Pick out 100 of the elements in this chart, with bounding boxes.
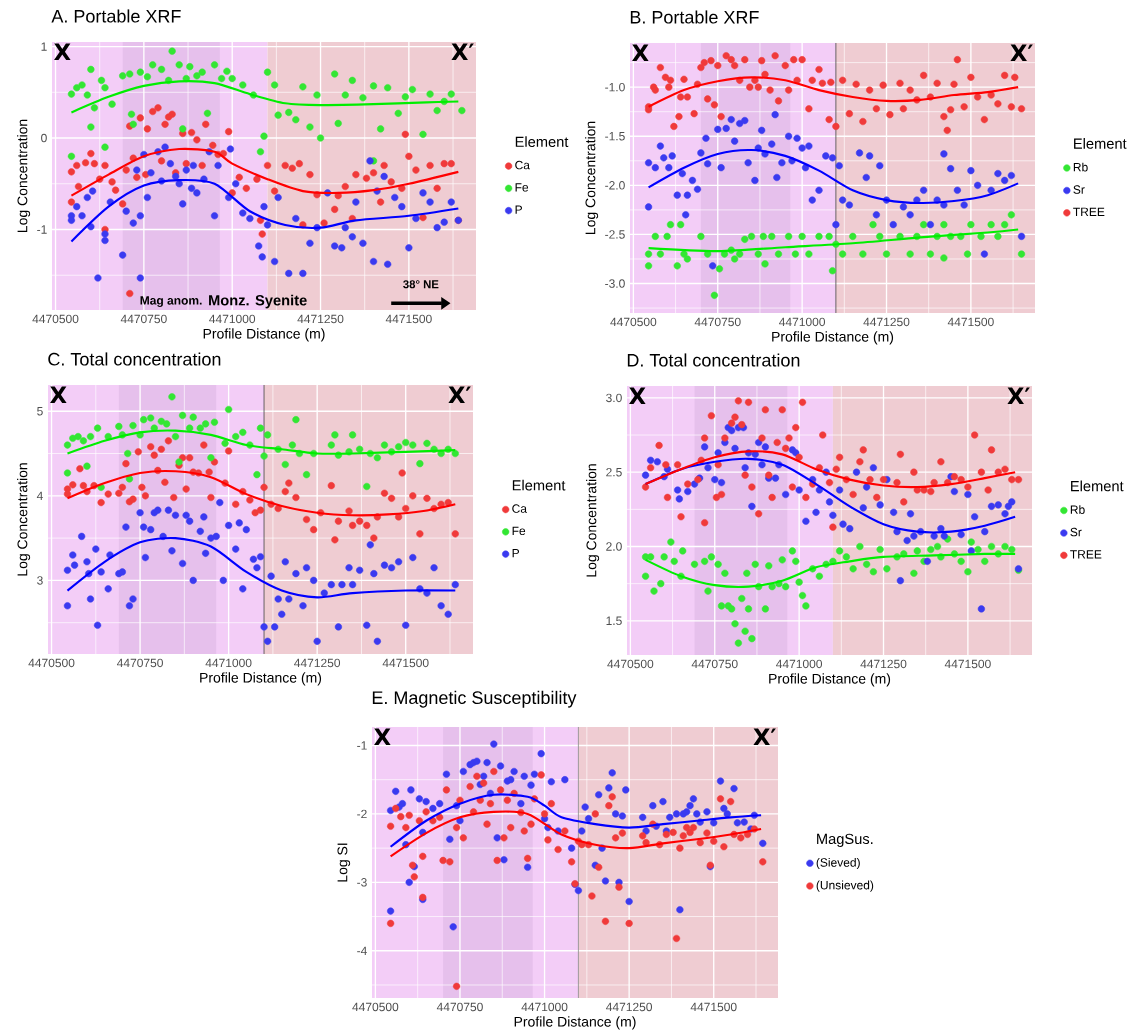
point [774, 250, 783, 258]
point [967, 221, 975, 229]
legend-title: Element [515, 136, 569, 147]
point [940, 254, 948, 262]
annotation: X′ [753, 728, 776, 746]
x-tick-label: 4471250 [860, 659, 907, 669]
point [683, 255, 691, 263]
x-axis-title: Profile Distance (m) [772, 331, 894, 345]
x-tick-label: 4471500 [944, 659, 991, 669]
x-tick-label: 4470500 [610, 317, 657, 327]
y-axis-title: Log Concentration [17, 119, 31, 233]
legend-title: Element [512, 479, 566, 491]
point [963, 250, 972, 258]
chart-title: E. Magnetic Susceptibility [372, 690, 577, 708]
point [859, 250, 867, 258]
band-label: Mag anom. [140, 296, 202, 308]
legend-label: P [515, 205, 522, 214]
x-axis-title: Profile Distance (m) [200, 672, 322, 686]
line-series [70, 80, 460, 114]
point [876, 232, 884, 241]
point [1007, 211, 1015, 219]
point [741, 235, 749, 243]
point [1001, 221, 1009, 229]
y-tick-label: 5 [37, 407, 43, 416]
chart-title: D. Total concentration [627, 353, 800, 367]
point [666, 221, 675, 229]
legend-label: TREE [1073, 207, 1105, 216]
y-tick-label: -1.0 [605, 82, 625, 92]
point [710, 291, 718, 299]
x-tick-label: 4470500 [352, 1002, 399, 1012]
y-tick-label: 3 [37, 576, 43, 585]
y-tick-label: 2.0 [606, 542, 622, 551]
point [715, 265, 724, 273]
point [747, 232, 756, 241]
annotation: X [629, 387, 646, 405]
point [754, 250, 762, 258]
legend-label: Ca [515, 160, 530, 170]
point [768, 232, 776, 241]
x-tick-label: 4470500 [607, 659, 654, 669]
legend-label: (Unsieved) [816, 880, 874, 892]
y-tick-label: 2.5 [606, 467, 622, 477]
line-series [647, 148, 1020, 205]
annotation: Monz. Syenite [209, 294, 307, 309]
x-tick-label: 4471000 [205, 658, 252, 668]
y-tick-label: -2.5 [605, 230, 625, 239]
y-tick-label: -1 [357, 741, 367, 750]
point [697, 232, 705, 241]
y-axis-title: Log Concentration [17, 463, 31, 576]
x-tick-label: 4470750 [694, 317, 741, 327]
x-tick-label: 4470750 [436, 1002, 483, 1012]
y-tick-label: -2.0 [605, 181, 625, 190]
x-tick-label: 4471500 [382, 658, 429, 668]
y-tick-label: 4 [36, 491, 43, 500]
chart-title: B. Portable XRF [630, 10, 759, 24]
point [926, 250, 934, 258]
annotation: X′ [1010, 44, 1033, 62]
legend-label: Ca [512, 504, 527, 513]
x-tick-label: 4471500 [947, 317, 994, 327]
chart-title: C. Total concentration [48, 352, 221, 366]
annotation: 38° NE [403, 280, 439, 289]
x-axis-title: Profile Distance (m) [769, 673, 891, 687]
y-tick-label: -3 [357, 878, 367, 887]
y-tick-label: 1 [41, 42, 47, 51]
point [869, 221, 877, 229]
point [736, 250, 744, 258]
point [1017, 250, 1026, 258]
legend-label: Fe [512, 526, 526, 536]
x-tick-label: 4471000 [521, 1002, 568, 1012]
annotation: X′ [451, 43, 474, 61]
point [805, 250, 813, 258]
legend-title: Element [1074, 138, 1127, 149]
legend-label: Sr [1070, 527, 1082, 537]
y-tick-label: -4 [357, 946, 367, 955]
x-tick-label: 4471250 [863, 317, 910, 327]
point [720, 250, 729, 258]
x-tick-label: 4470750 [120, 314, 167, 324]
legend-title: Element [1071, 480, 1124, 492]
x-tick-label: 4470500 [32, 314, 79, 324]
y-tick-label: 0 [41, 133, 47, 143]
legend-label: P [512, 548, 520, 558]
point [791, 250, 799, 258]
annotation: X′ [1007, 387, 1030, 405]
point [977, 232, 985, 241]
point [759, 232, 767, 241]
y-tick-label: -1 [37, 225, 47, 234]
point [644, 250, 653, 258]
legend-label: Fe [515, 183, 529, 192]
x-tick-label: 4471000 [209, 314, 256, 324]
point [663, 232, 671, 241]
point [815, 232, 823, 241]
point [644, 262, 653, 270]
point [920, 221, 928, 229]
legend-title: MagSus. [817, 833, 873, 847]
x-tick-label: 4471500 [690, 1002, 737, 1012]
x-axis-title: Profile Distance (m) [203, 328, 325, 342]
x-tick-label: 4471000 [779, 317, 826, 327]
point [906, 250, 914, 258]
line-series [389, 810, 763, 858]
point [731, 255, 739, 263]
legend-label: Sr [1073, 185, 1085, 194]
